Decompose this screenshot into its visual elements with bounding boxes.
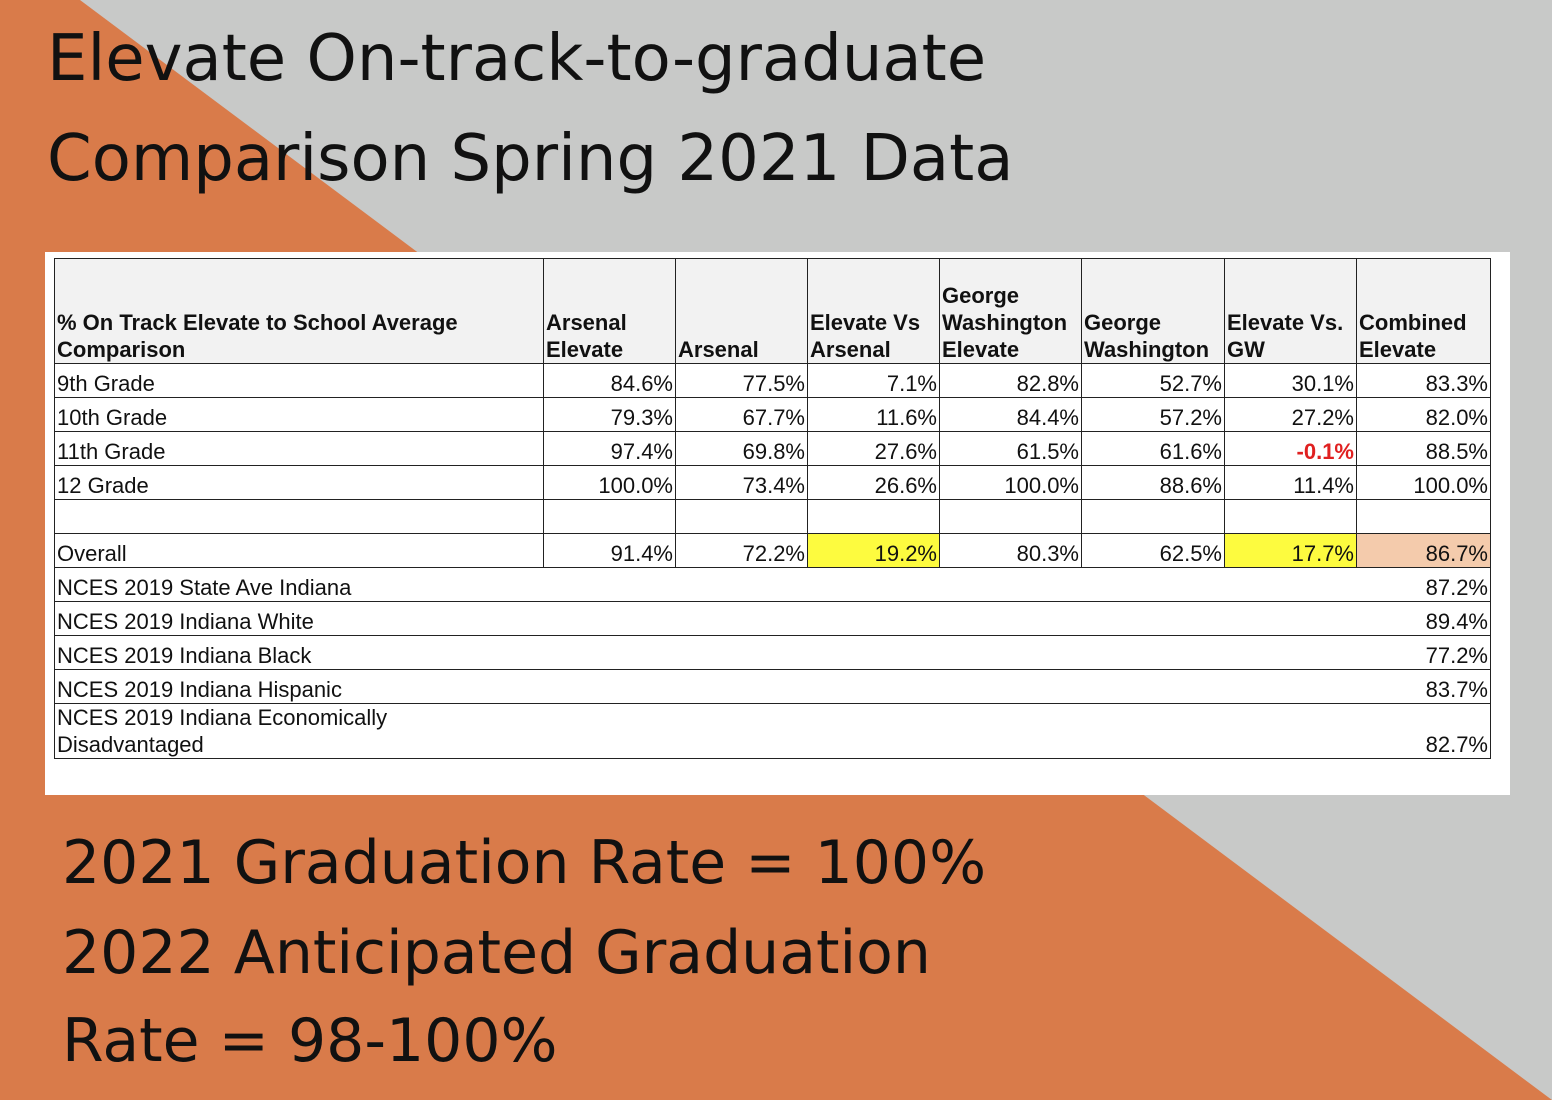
value-cell: 17.7% bbox=[1224, 533, 1357, 568]
header-cell: Elevate Vs. GW bbox=[1224, 258, 1357, 364]
header-cell: Elevate Vs Arsenal bbox=[807, 258, 940, 364]
table-row: NCES 2019 State Ave Indiana 87.2% bbox=[54, 567, 1491, 602]
value-cell: 82.7% bbox=[1356, 703, 1491, 759]
table-row: 11th Grade 97.4% 69.8% 27.6% 61.5% 61.6% -0.1%… bbox=[54, 431, 1491, 466]
row-label-text: NCES 2019 State Ave Indiana bbox=[57, 575, 352, 600]
value-cell: 91.4% bbox=[543, 533, 676, 568]
header-cell: George Washington bbox=[1081, 258, 1225, 364]
value-cell: 11.6% bbox=[807, 397, 940, 432]
value-cell: 52.7% bbox=[1081, 363, 1225, 398]
value-cell: 30.1% bbox=[1224, 363, 1357, 398]
row-label-text: NCES 2019 Indiana Economically Disadvant… bbox=[57, 705, 388, 757]
value-cell: 100.0% bbox=[543, 465, 676, 500]
row-label: NCES 2019 Indiana Black bbox=[54, 635, 1357, 670]
table-row: 12 Grade 100.0% 73.4% 26.6% 100.0% 88.6% 11.4%… bbox=[54, 465, 1491, 500]
row-label: 11th Grade bbox=[54, 431, 544, 466]
value-cell: 88.6% bbox=[1081, 465, 1225, 500]
table-panel: % On Track Elevate to School Average Com… bbox=[45, 252, 1510, 795]
value-cell: -0.1% bbox=[1224, 431, 1357, 466]
value-cell: 86.7% bbox=[1356, 533, 1491, 568]
table-row: 9th Grade 84.6% 77.5% 7.1% 82.8% 52.7% 30.1% 83… bbox=[54, 363, 1491, 398]
value-cell: 84.6% bbox=[543, 363, 676, 398]
empty-cell bbox=[675, 499, 808, 534]
value-cell: 83.3% bbox=[1356, 363, 1491, 398]
empty-cell bbox=[939, 499, 1082, 534]
empty-cell bbox=[54, 499, 544, 534]
row-label-text: NCES 2019 Indiana Black bbox=[57, 643, 312, 668]
value-cell: 89.4% bbox=[1356, 601, 1491, 636]
value-cell: 100.0% bbox=[1356, 465, 1491, 500]
value-cell: 72.2% bbox=[675, 533, 808, 568]
title-line: Elevate On-track-to-graduate bbox=[47, 22, 987, 96]
row-label: NCES 2019 Indiana White bbox=[54, 601, 1357, 636]
header-cell: Arsenal bbox=[675, 258, 808, 364]
row-label: Overall bbox=[54, 533, 544, 568]
header-cell: George Washington Elevate bbox=[939, 258, 1082, 364]
table-row: 10th Grade 79.3% 67.7% 11.6% 84.4% 57.2% 27.2%… bbox=[54, 397, 1491, 432]
header-cell: % On Track Elevate to School Average Com… bbox=[54, 258, 544, 364]
title-line: Comparison Spring 2021 Data bbox=[47, 122, 1014, 196]
value-cell: 61.6% bbox=[1081, 431, 1225, 466]
footer-line: 2021 Graduation Rate = 100% bbox=[62, 828, 987, 898]
value-cell: 19.2% bbox=[807, 533, 940, 568]
value-cell: 67.7% bbox=[675, 397, 808, 432]
value-cell: 77.2% bbox=[1356, 635, 1491, 670]
row-label: 10th Grade bbox=[54, 397, 544, 432]
row-label: NCES 2019 Indiana Hispanic bbox=[54, 669, 1357, 704]
value-cell: 27.2% bbox=[1224, 397, 1357, 432]
value-cell: 69.8% bbox=[675, 431, 808, 466]
value-cell: 73.4% bbox=[675, 465, 808, 500]
row-label-text: NCES 2019 Indiana White bbox=[57, 609, 314, 634]
value-cell: 97.4% bbox=[543, 431, 676, 466]
row-label-text: NCES 2019 Indiana Hispanic bbox=[57, 677, 342, 702]
row-label: 9th Grade bbox=[54, 363, 544, 398]
row-label: NCES 2019 State Ave Indiana bbox=[54, 567, 1357, 602]
empty-cell bbox=[543, 499, 676, 534]
value-cell: 100.0% bbox=[939, 465, 1082, 500]
value-cell: 11.4% bbox=[1224, 465, 1357, 500]
footer-line: Rate = 98-100% bbox=[62, 1006, 558, 1076]
header-cell: Arsenal Elevate bbox=[543, 258, 676, 364]
value-cell: 88.5% bbox=[1356, 431, 1491, 466]
value-cell: 57.2% bbox=[1081, 397, 1225, 432]
table-row: NCES 2019 Indiana Economically Disadvant… bbox=[54, 703, 1491, 759]
value-cell: 80.3% bbox=[939, 533, 1082, 568]
value-cell: 7.1% bbox=[807, 363, 940, 398]
header-row: % On Track Elevate to School Average Com… bbox=[54, 258, 1491, 364]
footer-line: 2022 Anticipated Graduation bbox=[62, 918, 931, 988]
spacer-row bbox=[54, 499, 1491, 534]
value-cell: 83.7% bbox=[1356, 669, 1491, 704]
row-label: NCES 2019 Indiana Economically Disadvant… bbox=[54, 703, 1357, 759]
empty-cell bbox=[1224, 499, 1357, 534]
table-row: NCES 2019 Indiana Hispanic 83.7% bbox=[54, 669, 1491, 704]
header-cell: Combined Elevate bbox=[1356, 258, 1491, 364]
value-cell: 82.0% bbox=[1356, 397, 1491, 432]
value-cell: 26.6% bbox=[807, 465, 940, 500]
empty-cell bbox=[1356, 499, 1491, 534]
value-cell: 77.5% bbox=[675, 363, 808, 398]
value-cell: 84.4% bbox=[939, 397, 1082, 432]
value-cell: 87.2% bbox=[1356, 567, 1491, 602]
value-cell: 79.3% bbox=[543, 397, 676, 432]
value-cell: 61.5% bbox=[939, 431, 1082, 466]
value-cell: 62.5% bbox=[1081, 533, 1225, 568]
table-row: NCES 2019 Indiana Black 77.2% bbox=[54, 635, 1491, 670]
empty-cell bbox=[807, 499, 940, 534]
table-row: NCES 2019 Indiana White 89.4% bbox=[54, 601, 1491, 636]
table-row: Overall 91.4% 72.2% 19.2% 80.3% 62.5% 17.7% 86.… bbox=[54, 533, 1491, 568]
table: % On Track Elevate to School Average Com… bbox=[54, 258, 1491, 759]
value-cell: 82.8% bbox=[939, 363, 1082, 398]
empty-cell bbox=[1081, 499, 1225, 534]
row-label: 12 Grade bbox=[54, 465, 544, 500]
value-cell: 27.6% bbox=[807, 431, 940, 466]
